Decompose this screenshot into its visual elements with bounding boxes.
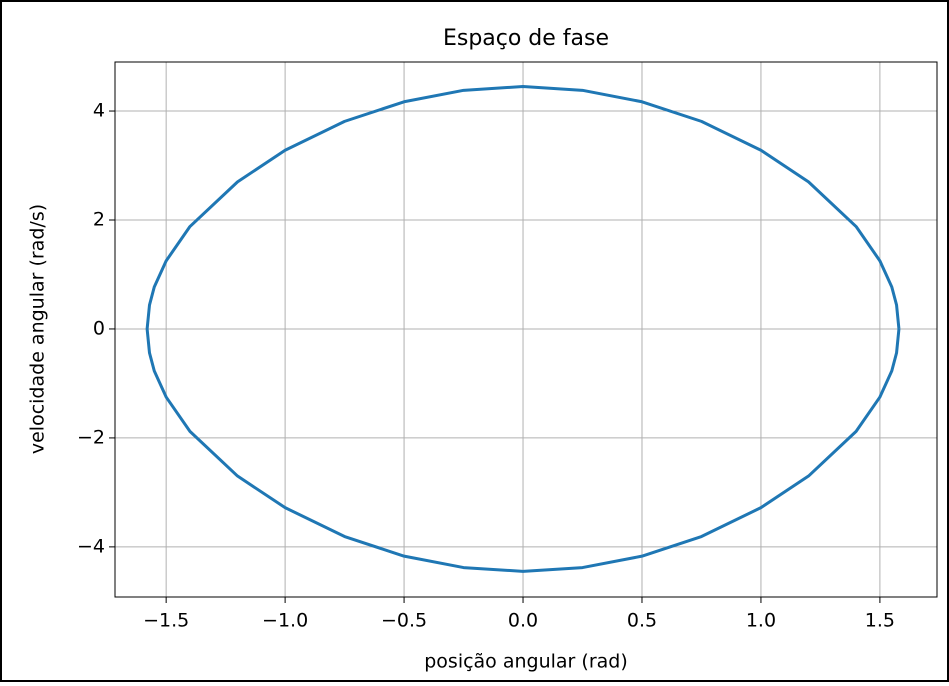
x-tick-label: −1.0 (262, 610, 308, 632)
x-tick-label: 1.0 (746, 610, 776, 632)
y-tick-label: 4 (93, 100, 105, 122)
x-tick-label: −1.5 (143, 610, 189, 632)
line (145, 85, 901, 573)
x-tick-label: 1.5 (865, 610, 895, 632)
y-tick-label: −2 (77, 426, 105, 448)
chart-title: Espaço de fase (443, 26, 609, 51)
y-axis-label: velocidade angular (rad/s) (27, 204, 49, 454)
x-axis-label: posição angular (rad) (424, 651, 628, 673)
y-tick-label: 0 (93, 317, 105, 339)
y-tick-label: −4 (77, 535, 105, 557)
x-tick-label: 0.5 (627, 610, 657, 632)
y-tick-label: 2 (93, 208, 105, 230)
plot-area (114, 61, 938, 598)
x-tick-label: −0.5 (381, 610, 427, 632)
x-tick-label: 0.0 (508, 610, 538, 632)
